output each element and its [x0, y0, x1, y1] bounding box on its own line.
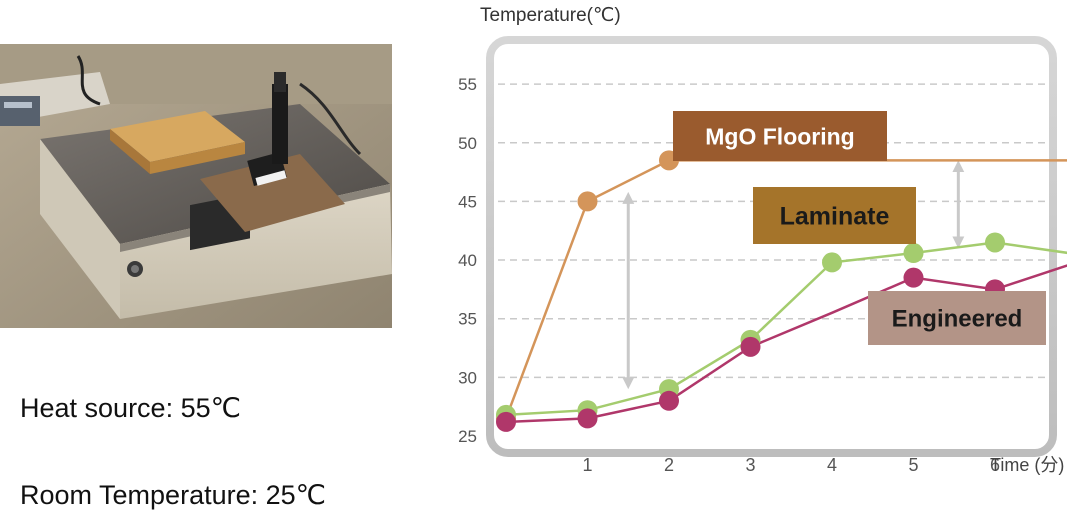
data-point: [577, 408, 598, 429]
y-tick-label: 25: [458, 427, 477, 446]
data-point: [903, 243, 924, 264]
x-axis-title: Time (分): [990, 455, 1064, 475]
y-tick-label: 30: [458, 368, 477, 387]
series-label-box: [673, 111, 887, 161]
y-tick-labels: 25 30 35 40 45 50 55: [458, 75, 477, 446]
y-tick-label: 45: [458, 192, 477, 211]
series-label: Engineered: [892, 306, 1023, 333]
series-label-box: [868, 291, 1046, 345]
heat-test-photo: [0, 44, 392, 328]
data-point: [496, 411, 516, 432]
data-point: [822, 252, 842, 273]
x-tick-label: 3: [745, 455, 755, 475]
series-label: MgO Flooring: [705, 123, 854, 149]
y-tick-label: 50: [458, 134, 477, 153]
y-tick-label: 35: [458, 310, 477, 329]
data-point: [577, 191, 598, 212]
series-labels: MgO Flooring Laminate Engineered: [673, 111, 1046, 345]
series-line-laminate: [505, 241, 1067, 417]
x-tick-labels: 1 2 3 4 5 6: [582, 455, 1000, 475]
x-tick-label: 6: [990, 455, 1000, 475]
data-point: [903, 267, 924, 288]
data-point: [985, 232, 1005, 253]
y-tick-label: 55: [458, 75, 477, 94]
difference-arrows: [622, 160, 965, 390]
series-label: Laminate: [780, 203, 890, 231]
x-tick-label: 1: [582, 455, 592, 475]
x-tick-label: 2: [664, 455, 674, 475]
series-line-engineered: [505, 264, 1067, 424]
y-axis-title: Temperature(℃): [480, 5, 621, 26]
room-temperature-caption: Room Temperature: 25℃: [20, 480, 326, 510]
heat-source-caption: Heat source: 55℃: [20, 393, 241, 423]
series-points: [496, 150, 1005, 432]
data-point: [740, 336, 761, 357]
series-label-box: [753, 187, 916, 244]
x-tick-label: 4: [827, 455, 837, 475]
y-tick-label: 40: [458, 251, 477, 270]
data-point: [659, 390, 679, 411]
x-tick-label: 5: [908, 455, 918, 475]
